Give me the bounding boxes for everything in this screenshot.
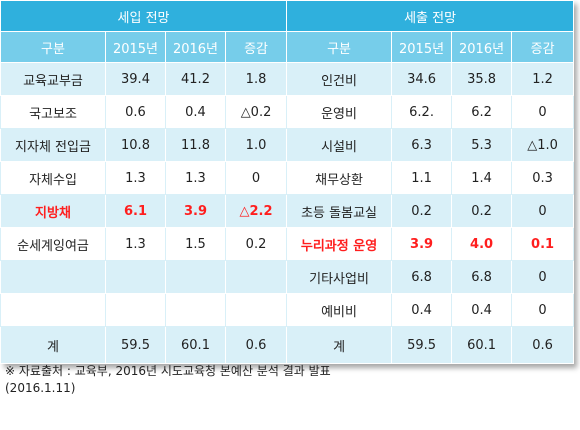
income-cell-2015: 1.3: [105, 227, 166, 261]
table-row: 예비비 0.4 0.4 0: [0, 293, 575, 327]
expense-cell-2016: 6.2: [451, 95, 513, 129]
income-cell-category: 계: [0, 326, 106, 364]
income-cell-2015: 6.1: [105, 194, 166, 228]
group-header-row: 세입 전망 세출 전망: [0, 0, 575, 32]
budget-table: 세입 전망 세출 전망 구분 2015년 2016년 증감 구분 2015년 2…: [0, 0, 575, 364]
expense-cell-category: 초등 돌봄교실: [286, 194, 393, 228]
expense-cell-2015: 3.9: [391, 227, 453, 261]
expense-cell-2016: 60.1: [451, 326, 513, 364]
expense-cell-change: 0: [511, 293, 575, 327]
source-note: ※ 자료출처 : 교육부, 2016년 시도교육청 본예산 분석 결과 발표 (…: [5, 363, 331, 397]
expense-cell-change: 0.3: [511, 161, 575, 195]
expense-cell-change: △1.0: [511, 128, 575, 162]
income-cell-2016: 0.4: [165, 95, 226, 129]
income-cell-2016: 41.2: [165, 62, 226, 96]
budget-table-container: 세입 전망 세출 전망 구분 2015년 2016년 증감 구분 2015년 2…: [0, 0, 575, 364]
expense-cell-2015: 6.2.: [391, 95, 453, 129]
income-cell-category: [0, 260, 106, 294]
expense-cell-category: 인건비: [286, 62, 393, 96]
total-row: 계 59.5 60.1 0.6 계 59.5 60.1 0.6: [0, 326, 575, 364]
income-cell-change: [224, 293, 288, 327]
income-col-change: 증감: [224, 31, 288, 63]
income-cell-2016: 1.3: [165, 161, 226, 195]
table-row: 순세계잉여금 1.3 1.5 0.2 누리과정 운영 3.9 4.0 0.1: [0, 227, 575, 261]
table-row: 국고보조 0.6 0.4 △0.2 운영비 6.2. 6.2 0: [0, 95, 575, 129]
expense-cell-2016: 0.4: [451, 293, 513, 327]
income-cell-2015: 39.4: [105, 62, 166, 96]
income-cell-change: 1.8: [224, 62, 288, 96]
expense-cell-2015: 34.6: [391, 62, 453, 96]
income-cell-change: △0.2: [224, 95, 288, 129]
expense-cell-2015: 6.3: [391, 128, 453, 162]
expense-cell-change: 0.1: [511, 227, 575, 261]
income-col-2015: 2015년: [105, 31, 166, 63]
expense-cell-2015: 59.5: [391, 326, 453, 364]
expense-cell-change: 0.6: [511, 326, 575, 364]
income-cell-category: 교육교부금: [0, 62, 106, 96]
table-row: 자체수입 1.3 1.3 0 채무상환 1.1 1.4 0.3: [0, 161, 575, 195]
table-row: 기타사업비 6.8 6.8 0: [0, 260, 575, 294]
expense-cell-2016: 5.3: [451, 128, 513, 162]
expense-cell-change: 0: [511, 260, 575, 294]
income-cell-2016: [165, 293, 226, 327]
expense-cell-change: 0: [511, 194, 575, 228]
expense-cell-2015: 0.2: [391, 194, 453, 228]
expense-col-category: 구분: [286, 31, 393, 63]
expense-cell-2016: 0.2: [451, 194, 513, 228]
income-cell-2016: 1.5: [165, 227, 226, 261]
expense-cell-2016: 1.4: [451, 161, 513, 195]
table-row: 지방채 6.1 3.9 △2.2 초등 돌봄교실 0.2 0.2 0: [0, 194, 575, 228]
income-cell-change: 0.6: [224, 326, 288, 364]
income-outlook-header: 세입 전망: [0, 0, 288, 32]
income-cell-change: 0: [224, 161, 288, 195]
expense-cell-2016: 6.8: [451, 260, 513, 294]
source-line-1: ※ 자료출처 : 교육부, 2016년 시도교육청 본예산 분석 결과 발표: [5, 364, 331, 378]
table-body: 교육교부금 39.4 41.2 1.8 인건비 34.6 35.8 1.2 국고보조 0.6 0.4…: [0, 62, 575, 364]
expense-col-2016: 2016년: [451, 31, 513, 63]
expense-cell-category: 기타사업비: [286, 260, 393, 294]
income-cell-change: [224, 260, 288, 294]
expense-cell-category: 누리과정 운영: [286, 227, 393, 261]
table-row: 교육교부금 39.4 41.2 1.8 인건비 34.6 35.8 1.2: [0, 62, 575, 96]
income-cell-2016: 3.9: [165, 194, 226, 228]
expense-cell-2016: 4.0: [451, 227, 513, 261]
expense-cell-change: 0: [511, 95, 575, 129]
income-cell-2016: 60.1: [165, 326, 226, 364]
expense-cell-category: 채무상환: [286, 161, 393, 195]
income-cell-2015: 10.8: [105, 128, 166, 162]
income-cell-2015: 1.3: [105, 161, 166, 195]
expense-cell-category: 예비비: [286, 293, 393, 327]
expense-cell-category: 운영비: [286, 95, 393, 129]
expense-cell-category: 계: [286, 326, 393, 364]
income-cell-2016: [165, 260, 226, 294]
expense-cell-change: 1.2: [511, 62, 575, 96]
income-cell-category: 지자체 전입금: [0, 128, 106, 162]
income-cell-category: 지방채: [0, 194, 106, 228]
income-cell-2015: 59.5: [105, 326, 166, 364]
income-cell-category: 자체수입: [0, 161, 106, 195]
income-col-category: 구분: [0, 31, 106, 63]
expense-outlook-header: 세출 전망: [286, 0, 575, 32]
expense-col-2015: 2015년: [391, 31, 453, 63]
column-header-row: 구분 2015년 2016년 증감 구분 2015년 2016년 증감: [0, 31, 575, 63]
income-col-2016: 2016년: [165, 31, 226, 63]
expense-cell-category: 시설비: [286, 128, 393, 162]
source-line-2: (2016.1.11): [5, 381, 76, 395]
expense-col-change: 증감: [511, 31, 575, 63]
expense-cell-2015: 1.1: [391, 161, 453, 195]
expense-cell-2015: 6.8: [391, 260, 453, 294]
income-cell-2016: 11.8: [165, 128, 226, 162]
income-cell-2015: 0.6: [105, 95, 166, 129]
expense-cell-2016: 35.8: [451, 62, 513, 96]
income-cell-change: 0.2: [224, 227, 288, 261]
income-cell-category: 순세계잉여금: [0, 227, 106, 261]
income-cell-2015: [105, 260, 166, 294]
table-row: 지자체 전입금 10.8 11.8 1.0 시설비 6.3 5.3 △1.0: [0, 128, 575, 162]
income-cell-change: 1.0: [224, 128, 288, 162]
income-cell-2015: [105, 293, 166, 327]
income-cell-change: △2.2: [224, 194, 288, 228]
income-cell-category: 국고보조: [0, 95, 106, 129]
expense-cell-2015: 0.4: [391, 293, 453, 327]
income-cell-category: [0, 293, 106, 327]
